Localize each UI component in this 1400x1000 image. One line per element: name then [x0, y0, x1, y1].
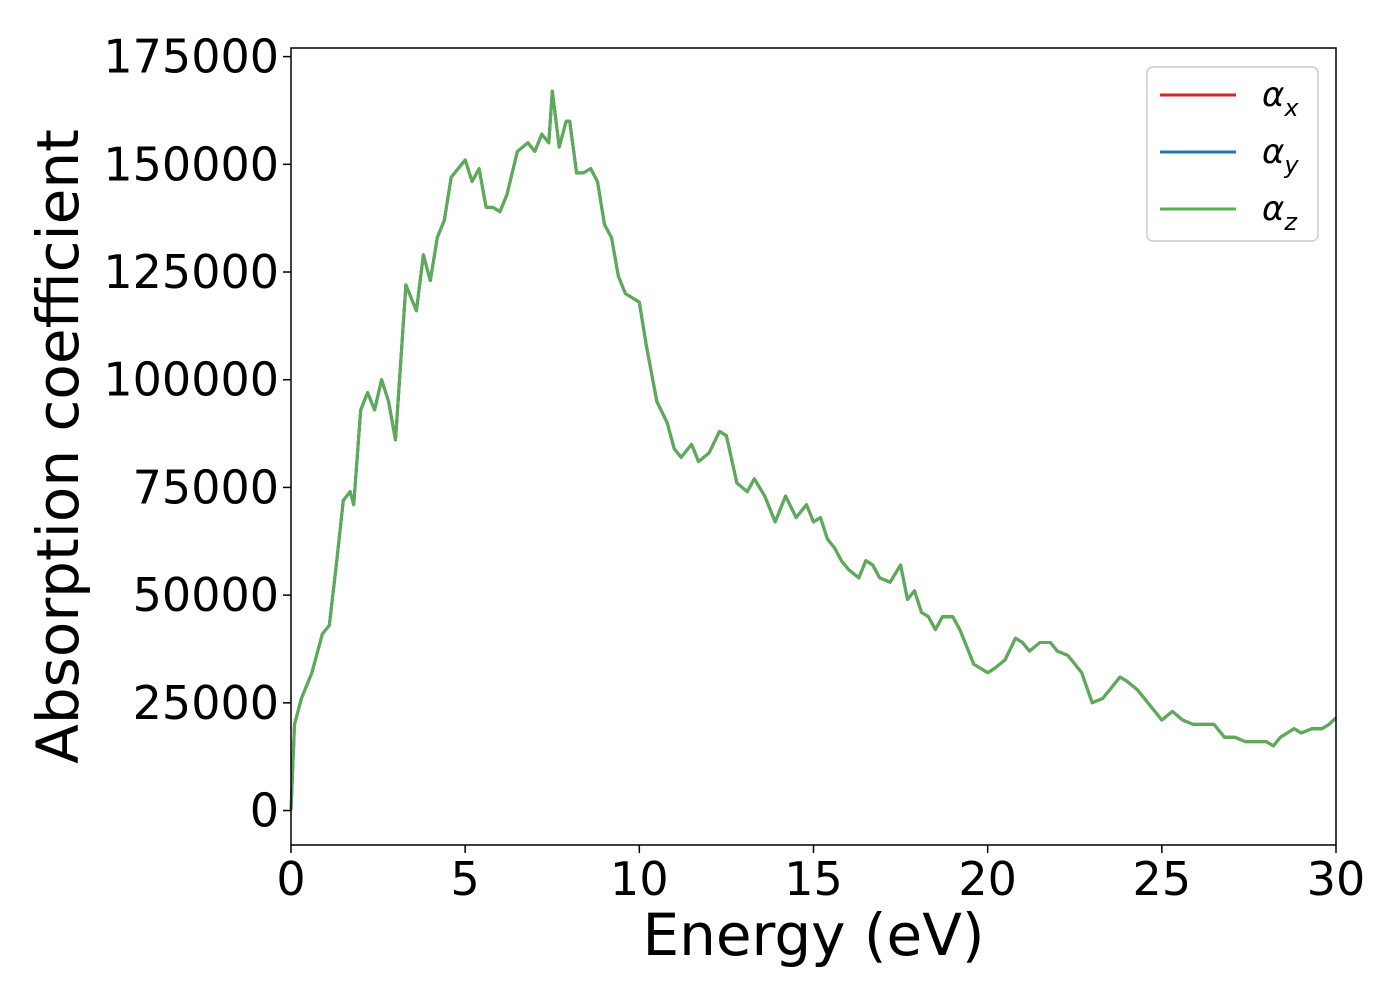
x-axis-title: Energy (eV): [642, 901, 984, 969]
y-tick-label: 25000: [133, 676, 279, 730]
legend: αx αy αz: [1146, 66, 1319, 242]
y-tick-label: 150000: [103, 137, 279, 191]
x-tick-label: 15: [784, 852, 843, 906]
y-tick-label: 50000: [133, 568, 279, 622]
y-tick-label: 75000: [133, 460, 279, 514]
y-axis: 0 25000 50000 75000 100000 125000 150000 175000: [103, 30, 291, 838]
x-tick-label: 25: [1133, 852, 1192, 906]
y-axis-title: Absorption coefficient: [24, 129, 92, 764]
legend-label-alpha-y: αy: [1262, 132, 1299, 179]
legend-label-alpha-x: αx: [1262, 75, 1299, 122]
legend-label-alpha-z: αz: [1262, 189, 1298, 236]
y-tick-label: 175000: [103, 30, 279, 84]
y-tick-label: 0: [250, 784, 279, 838]
y-tick-label: 125000: [103, 245, 279, 299]
x-tick-label: 0: [276, 852, 305, 906]
x-axis: 0 5 10 15 20 25 30: [276, 845, 1365, 906]
x-tick-label: 20: [958, 852, 1017, 906]
x-tick-label: 10: [610, 852, 669, 906]
y-tick-label: 100000: [103, 353, 279, 407]
x-tick-label: 30: [1307, 852, 1366, 906]
x-tick-label: 5: [451, 852, 480, 906]
legend-box: [1146, 66, 1319, 242]
series-line-alpha-z: [289, 89, 1338, 811]
